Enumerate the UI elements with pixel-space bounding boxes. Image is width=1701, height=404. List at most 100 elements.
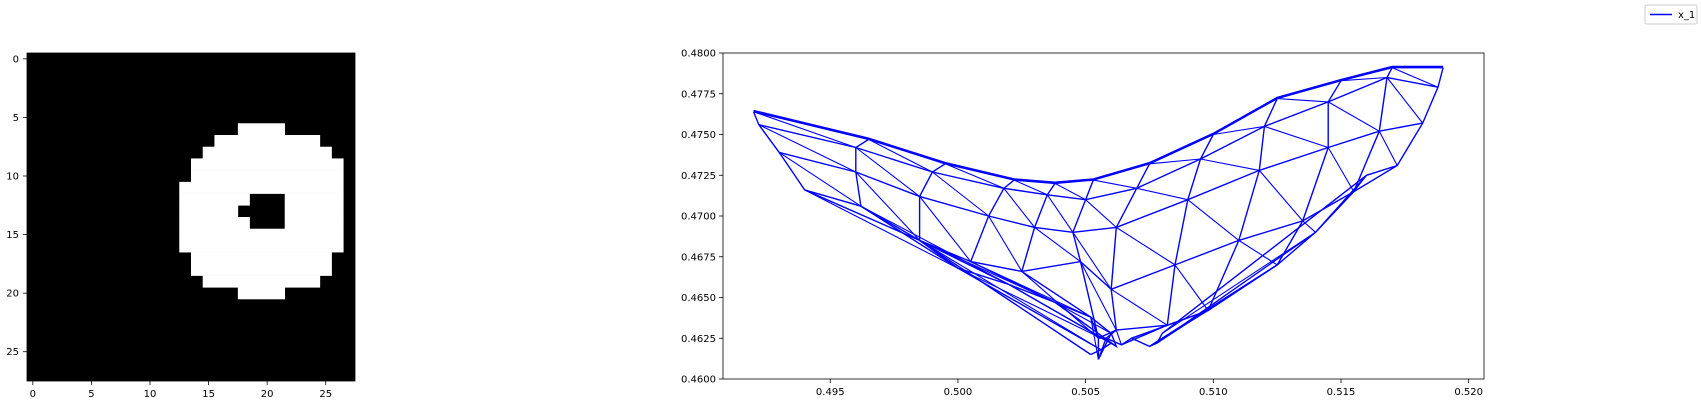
image-y-tick-label: 15	[6, 230, 19, 241]
plot-y-tick-label: 0.4750	[681, 130, 716, 141]
series-line-diagonal	[1156, 264, 1278, 344]
image-pixel-run	[191, 170, 344, 183]
image-pixel-run	[237, 123, 286, 136]
series-line-row	[804, 164, 1398, 291]
image-y-tick-label: 20	[6, 289, 19, 300]
series-line-diagonal	[1115, 329, 1122, 345]
image-y-tick-label: 0	[13, 54, 19, 65]
image-pixel-run	[179, 240, 344, 253]
series-line-diagonal	[778, 151, 862, 207]
image-y-tick-label: 10	[6, 172, 19, 183]
image-x-tick-label: 10	[144, 389, 157, 400]
plot-y-tick-label: 0.4600	[681, 375, 716, 386]
image-pixel-run	[202, 275, 321, 288]
image-x-ticks: 0 5 10 15 20 25	[30, 381, 332, 400]
plot-y-tick-label: 0.4775	[681, 89, 716, 100]
series-line-column	[1105, 163, 1151, 339]
image-pixel-run	[179, 228, 344, 241]
series-line-diagonal	[804, 189, 959, 269]
series-line-diagonal	[758, 124, 857, 173]
series-line-diagonal	[753, 111, 856, 149]
series-line-column	[1131, 98, 1278, 339]
series-line-diagonal	[1302, 220, 1316, 233]
series-line-diagonal	[1391, 67, 1439, 88]
line-panel: 0.495 0.500 0.505 0.510 0.515 0.520 0.46000.4…	[681, 49, 1485, 398]
plot-y-tick-label: 0.4675	[681, 252, 716, 263]
plot-y-tick-label: 0.4725	[681, 171, 716, 182]
series-line-diagonal	[1110, 288, 1168, 326]
series-line-diagonal	[1136, 187, 1188, 201]
series-line-diagonal	[1003, 187, 1036, 228]
image-pixel-run	[179, 193, 250, 206]
series-line-column	[1161, 67, 1444, 334]
series-line-diagonal	[855, 147, 920, 197]
series-line-diagonal	[1264, 125, 1329, 149]
image-pixel-run	[284, 205, 344, 218]
series-line-diagonal	[957, 267, 1112, 344]
image-pixel-run	[284, 217, 344, 230]
image-x-tick-label: 5	[88, 389, 94, 400]
plot-x-tick-label: 0.505	[1071, 387, 1100, 398]
series-line-column	[1156, 67, 1393, 344]
series-line-diagonal	[1131, 324, 1168, 339]
series-line-row	[753, 65, 1444, 183]
series-line-diagonal	[1080, 261, 1117, 331]
image-y-tick-label: 5	[13, 113, 19, 124]
plot-x-tick-label: 0.500	[944, 387, 973, 398]
legend: x_1	[1644, 4, 1698, 25]
series-line-diagonal	[860, 205, 1010, 285]
series-line-diagonal	[1213, 125, 1265, 136]
image-x-tick-label: 25	[319, 389, 332, 400]
series-line-column	[1149, 80, 1342, 347]
series-line-diagonal	[1187, 199, 1240, 241]
image-x-tick-label: 0	[30, 389, 36, 400]
image-y-tick-label: 25	[6, 347, 19, 358]
series-line-column	[1072, 179, 1100, 360]
series-line-diagonal	[1149, 158, 1201, 165]
series-line-diagonal	[1200, 158, 1260, 171]
series-line-diagonal	[1116, 226, 1176, 266]
image-pixel-run	[191, 158, 344, 171]
plot-x-tick-label: 0.520	[1454, 387, 1483, 398]
series-line-diagonal	[919, 239, 1056, 303]
series-line-diagonal	[1353, 174, 1367, 192]
image-pixel-run	[179, 217, 250, 230]
series-line-row	[758, 76, 1439, 201]
series-line-row	[919, 174, 1368, 340]
plot-x-ticks: 0.495 0.500 0.505 0.510 0.515 0.520	[816, 379, 1483, 398]
series-line-diagonal	[944, 163, 1005, 189]
series-line-diagonal	[919, 196, 972, 262]
series-line-diagonal	[855, 171, 921, 241]
series-line-diagonal	[1258, 170, 1304, 222]
plot-y-tick-label: 0.4650	[681, 293, 716, 304]
series-line-diagonal	[1008, 284, 1117, 347]
image-pixel-run	[179, 205, 239, 218]
series-line-diagonal	[1072, 231, 1112, 290]
image-panel: 0 5 10 15 20 25 0 5 10 15 20 25	[6, 52, 356, 400]
series-line-diagonal	[1327, 101, 1380, 132]
image-pixel-run	[284, 193, 344, 206]
series-line-diagonal	[1054, 301, 1112, 334]
series-line-diagonal	[1340, 76, 1388, 82]
plot-y-tick-label: 0.4700	[681, 212, 716, 223]
image-frame	[26, 52, 356, 382]
series-line-column	[752, 111, 1092, 356]
series-line-diagonal	[1090, 317, 1099, 360]
image-pixel-run	[214, 135, 321, 148]
series-line-diagonal	[970, 261, 1091, 318]
series-line-diagonal	[1046, 194, 1074, 233]
series-line-diagonal	[1013, 179, 1048, 196]
series-line-diagonal	[1034, 226, 1081, 263]
series-line-row	[753, 67, 1444, 185]
plot-x-tick-label: 0.495	[816, 387, 845, 398]
plot-lines	[752, 65, 1444, 360]
series-line-diagonal	[1386, 77, 1424, 124]
series-line-column	[855, 138, 1102, 351]
image-y-ticks: 0 5 10 15 20 25	[6, 54, 27, 358]
legend-label: x_1	[1678, 10, 1695, 21]
plot-x-tick-label: 0.515	[1327, 387, 1356, 398]
image-pixel-run	[191, 252, 332, 265]
image-pixels	[179, 123, 344, 300]
series-line-diagonal	[1054, 182, 1086, 201]
plot-y-tick-label: 0.4800	[681, 49, 716, 60]
